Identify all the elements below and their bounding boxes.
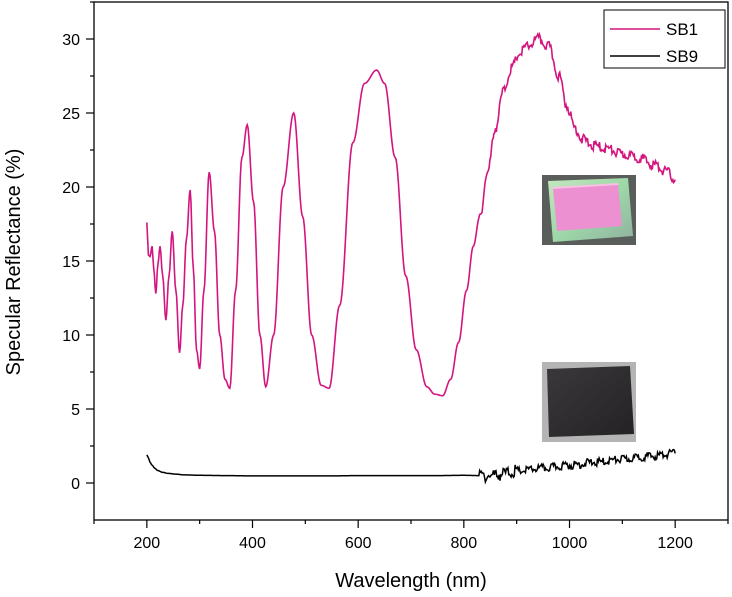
x-tick-label: 200 [133, 535, 160, 552]
series-line-sb9 [146, 448, 676, 485]
sample-photo-pink [542, 175, 636, 245]
y-tick-label: 0 [71, 476, 80, 493]
y-tick-label: 5 [71, 402, 80, 419]
legend: SB1 SB9 [603, 9, 726, 69]
x-axis-title: Wavelength (nm) [335, 570, 487, 592]
x-tick-label: 400 [239, 535, 266, 552]
y-axis-ticks: 0 5 10 15 20 25 30 [62, 1, 94, 493]
y-axis-title: Specular Reflectance (%) [3, 149, 25, 376]
y-tick-label: 20 [62, 180, 80, 197]
legend-label-sb9: SB9 [666, 47, 698, 66]
x-tick-label: 1200 [657, 535, 693, 552]
x-axis-ticks: 200 400 600 800 1000 1200 [93, 520, 729, 552]
legend-label-sb1: SB1 [666, 20, 698, 39]
y-tick-label: 15 [62, 254, 80, 271]
x-tick-label: 600 [345, 535, 372, 552]
x-tick-label: 800 [450, 535, 477, 552]
x-tick-label: 1000 [552, 535, 588, 552]
plot-frame [93, 1, 729, 521]
y-tick-label: 30 [62, 32, 80, 49]
sample-photo-dark [542, 362, 636, 442]
y-tick-label: 10 [62, 328, 80, 345]
series-line-sb1 [146, 31, 676, 397]
y-tick-label: 25 [62, 106, 80, 123]
